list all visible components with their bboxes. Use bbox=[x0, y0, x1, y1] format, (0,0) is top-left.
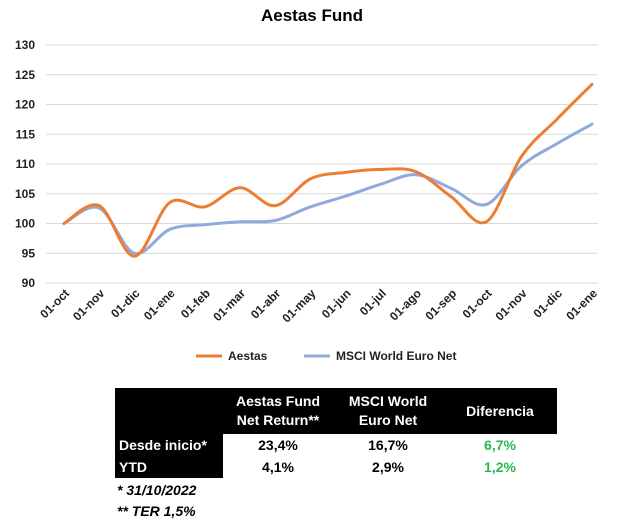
y-tick-label: 110 bbox=[16, 157, 36, 171]
y-tick-label: 90 bbox=[22, 276, 36, 290]
x-tick-label: 01-feb bbox=[178, 286, 213, 321]
x-tick-label: 01-may bbox=[279, 286, 318, 325]
performance-table: Aestas Fund Net Return** MSCI World Euro… bbox=[115, 388, 557, 478]
y-tick-label: 95 bbox=[22, 246, 36, 260]
table-header-diff: Diferencia bbox=[443, 388, 557, 434]
x-tick-label: 01-jun bbox=[319, 286, 354, 321]
header-msci-line-2: Euro Net bbox=[358, 412, 418, 428]
table-header-fund: Aestas Fund Net Return** bbox=[223, 388, 333, 434]
legend-label: MSCI World Euro Net bbox=[336, 349, 456, 363]
cell-diff: 6,7% bbox=[484, 437, 516, 453]
series-line bbox=[62, 82, 594, 258]
y-tick-label: 115 bbox=[16, 127, 36, 141]
cell-fund: 4,1% bbox=[262, 459, 294, 475]
header-fund-line-1: Aestas Fund bbox=[235, 393, 320, 409]
cell-msci: 2,9% bbox=[372, 459, 404, 475]
x-tick-label: 01-oct bbox=[460, 286, 495, 321]
x-tick-label: 01-ene bbox=[563, 286, 600, 323]
x-tick-label: 01-ago bbox=[387, 286, 424, 323]
footnote-ter: ** TER 1,5% bbox=[117, 503, 196, 519]
y-tick-label: 100 bbox=[15, 217, 35, 231]
x-tick-label: 01-dic bbox=[530, 286, 565, 321]
header-fund-line-2: Net Return** bbox=[236, 412, 320, 428]
table-header-msci: MSCI World Euro Net bbox=[333, 388, 443, 434]
footnotes: * 31/10/2022 ** TER 1,5% bbox=[117, 480, 196, 522]
row-label: Desde inicio* bbox=[115, 434, 223, 456]
x-tick-label: 01-ene bbox=[141, 286, 178, 323]
x-tick-label: 01-oct bbox=[37, 286, 72, 321]
x-tick-label: 01-jul bbox=[357, 286, 389, 318]
footnote-date: * 31/10/2022 bbox=[117, 482, 197, 498]
series-line bbox=[62, 122, 594, 255]
y-tick-label: 105 bbox=[15, 187, 35, 201]
x-tick-label: 01-nov bbox=[70, 286, 107, 323]
header-msci-line-1: MSCI World bbox=[348, 393, 428, 409]
chart-title: Aestas Fund bbox=[261, 6, 363, 25]
y-tick-label: 120 bbox=[15, 98, 35, 112]
cell-msci: 16,7% bbox=[368, 437, 408, 453]
y-tick-label: 125 bbox=[15, 68, 35, 82]
table-header-row: Aestas Fund Net Return** MSCI World Euro… bbox=[115, 388, 557, 434]
x-tick-label: 01-nov bbox=[492, 286, 529, 323]
legend-label: Aestas bbox=[228, 349, 268, 363]
legend: Aestas MSCI World Euro Net bbox=[196, 349, 456, 363]
series-lines bbox=[62, 82, 594, 258]
x-tick-label: 01-abr bbox=[248, 286, 284, 322]
row-label: YTD bbox=[115, 456, 223, 478]
x-tick-label: 01-mar bbox=[210, 286, 248, 324]
table-row: Desde inicio* 23,4% 16,7% 6,7% bbox=[115, 434, 557, 456]
table-row: YTD 4,1% 2,9% 1,2% bbox=[115, 456, 557, 478]
cell-fund: 23,4% bbox=[258, 437, 298, 453]
y-axis-ticks: 90 95 100 105 110 115 120 125 130 bbox=[15, 38, 35, 290]
table-header-empty bbox=[115, 388, 223, 434]
x-tick-label: 01-sep bbox=[423, 286, 460, 323]
y-tick-label: 130 bbox=[15, 38, 35, 52]
cell-diff: 1,2% bbox=[484, 459, 516, 475]
x-tick-label: 01-dic bbox=[108, 286, 143, 321]
gridlines bbox=[46, 44, 598, 284]
